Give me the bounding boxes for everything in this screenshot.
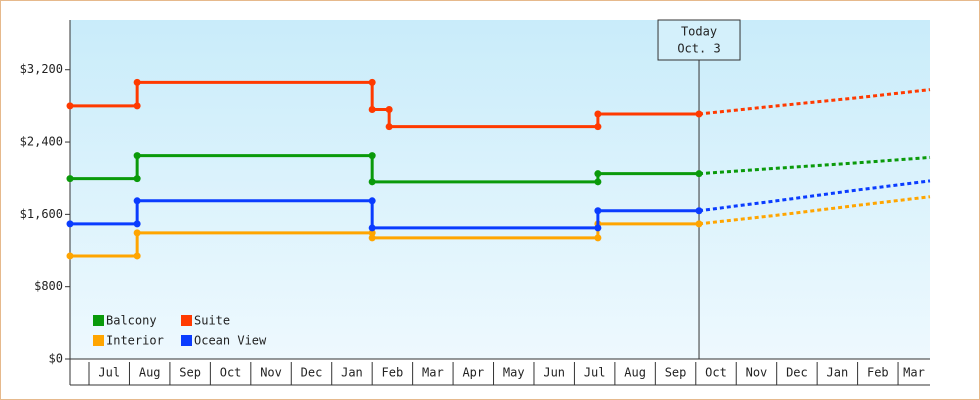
price-point: [368, 234, 376, 242]
price-point: [368, 224, 376, 232]
price-point: [66, 102, 74, 110]
price-point: [133, 197, 141, 205]
x-tick-label: Jul: [584, 366, 606, 380]
price-point: [695, 220, 703, 228]
price-point: [385, 123, 393, 131]
legend-label: Interior: [106, 334, 164, 348]
x-tick-label: Mar: [903, 366, 925, 380]
x-tick-label: Oct: [705, 366, 727, 380]
price-point: [133, 102, 141, 110]
x-tick-label: Aug: [139, 366, 161, 380]
x-tick-label: Jul: [98, 366, 120, 380]
price-point: [695, 170, 703, 178]
price-point: [594, 123, 602, 131]
price-point: [594, 234, 602, 242]
price-line: [70, 80, 700, 129]
price-point: [133, 78, 141, 86]
x-tick-label: May: [503, 366, 525, 380]
x-tick-label: Mar: [422, 366, 444, 380]
today-box: [657, 19, 741, 61]
legend-swatch: [181, 315, 192, 326]
price-point: [133, 220, 141, 228]
price-point: [368, 229, 376, 237]
plot-area: [70, 20, 930, 359]
price-point: [695, 207, 703, 215]
x-tick-label: Feb: [867, 366, 889, 380]
y-tick-label: $0: [49, 352, 63, 366]
x-tick-label: Apr: [462, 366, 484, 380]
legend-label: Balcony: [106, 314, 157, 328]
x-tick-label: Oct: [220, 366, 242, 380]
x-tick-label: Dec: [786, 366, 808, 380]
legend-swatch: [93, 335, 104, 346]
price-point: [594, 178, 602, 186]
x-tick-label: Sep: [665, 366, 687, 380]
price-point: [594, 110, 602, 118]
price-point: [368, 152, 376, 160]
price-point: [133, 229, 141, 237]
x-tick-label: Dec: [301, 366, 323, 380]
y-tick-label: $2,400: [20, 135, 63, 149]
legend-label: Suite: [194, 314, 230, 328]
x-tick-label: Jan: [341, 366, 363, 380]
price-point: [368, 197, 376, 205]
forecast-line: [698, 155, 931, 176]
y-tick-label: $1,600: [20, 207, 63, 221]
x-tick-label: Nov: [260, 366, 282, 380]
x-tick-label: Aug: [624, 366, 646, 380]
price-point: [594, 207, 602, 215]
price-point: [368, 105, 376, 113]
x-tick-label: Sep: [179, 366, 201, 380]
price-point: [368, 78, 376, 86]
price-point: [695, 110, 703, 118]
price-point: [133, 152, 141, 160]
forecast-line: [698, 179, 931, 213]
x-tick-label: Nov: [746, 366, 768, 380]
price-point: [368, 178, 376, 186]
price-point: [133, 252, 141, 260]
y-tick-label: $3,200: [20, 62, 63, 76]
price-point: [66, 252, 74, 260]
forecast-line: [698, 195, 931, 226]
x-tick-label: Feb: [382, 366, 404, 380]
price-point: [66, 175, 74, 183]
price-point: [385, 105, 393, 113]
price-point: [594, 224, 602, 232]
price-point: [594, 170, 602, 178]
legend-swatch: [181, 335, 192, 346]
price-point: [133, 175, 141, 183]
x-tick-label: Jun: [543, 366, 565, 380]
legend-label: Ocean View: [194, 334, 267, 348]
price-point: [66, 220, 74, 228]
today-label: Today: [681, 25, 717, 39]
y-tick-label: $800: [34, 279, 63, 293]
today-label: Oct. 3: [677, 42, 720, 56]
x-tick-label: Jan: [827, 366, 849, 380]
legend-swatch: [93, 315, 104, 326]
